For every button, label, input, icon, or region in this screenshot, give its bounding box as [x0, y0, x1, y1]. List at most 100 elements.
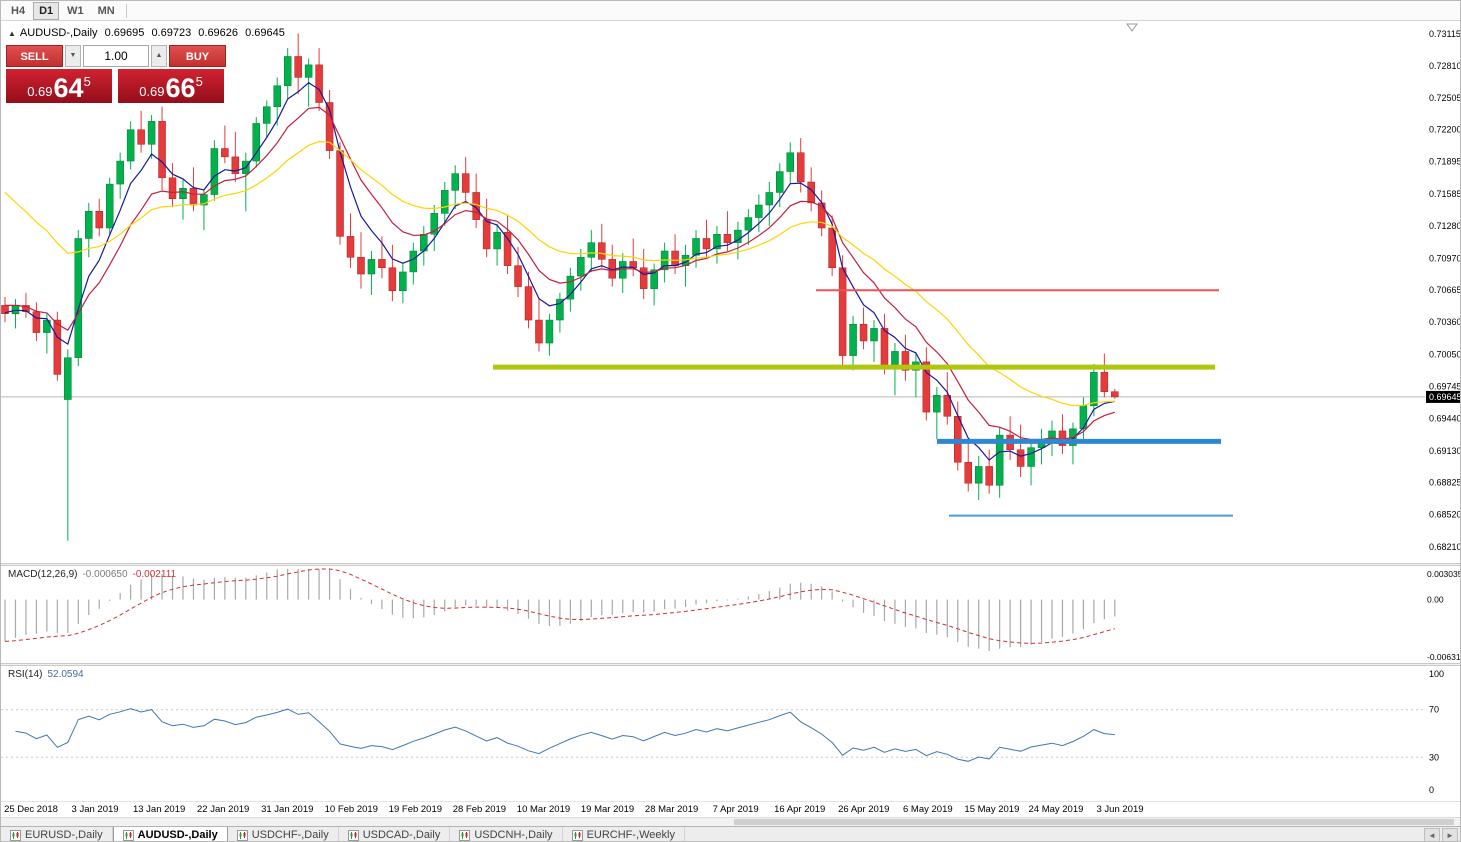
chart-tabs: EURUSD-,Daily AUDUSD-,Daily USDCHF-,Daily U… — [1, 827, 685, 841]
horizontal-scrollbar[interactable] — [1, 817, 1460, 826]
tab-audusd[interactable]: AUDUSD-,Daily — [112, 827, 228, 841]
sell-button[interactable]: SELL — [6, 45, 63, 67]
tab-scroll-left-icon[interactable]: ◄ — [1424, 827, 1440, 841]
rsi-label: RSI(14) 52.0594 — [8, 669, 84, 680]
sell-price-pipette: 5 — [83, 74, 91, 89]
sell-price-prefix: 0.69 — [27, 84, 53, 99]
date-axis-label: 25 Dec 2018 — [4, 804, 58, 815]
current-price-badge — [1426, 390, 1460, 403]
rsi-axis-label: 100 — [1429, 669, 1444, 679]
rsi-value: 52.0594 — [47, 669, 84, 680]
chart-tabbar: EURUSD-,Daily AUDUSD-,Daily USDCHF-,Daily U… — [1, 826, 1460, 841]
price-axis-label: 0.73115 — [1429, 29, 1461, 39]
panel-resize-separator[interactable] — [1, 663, 1460, 666]
date-axis-label: 28 Feb 2019 — [452, 804, 507, 815]
macd-canvas[interactable]: 0.003035 0.00 -0.006311 — [1, 566, 1461, 663]
date-axis-label: 19 Mar 2019 — [580, 804, 635, 815]
price-axis-label: 0.68210 — [1429, 542, 1461, 552]
sell-price-box[interactable]: 0.69 64 5 — [6, 69, 112, 103]
price-axis-label: 0.68520 — [1429, 510, 1461, 520]
rsi-canvas[interactable]: 100 70 30 0 — [1, 666, 1461, 801]
price-axis-label: 0.71895 — [1429, 157, 1461, 167]
tab-eurchf[interactable]: EURCHF-,Weekly — [562, 827, 685, 841]
mini-chart-icon — [122, 829, 134, 841]
tab-label: USDCHF-,Daily — [251, 829, 329, 841]
price-axis-label: 0.69745 — [1429, 381, 1461, 391]
collapse-panel-icon[interactable]: ▲ — [8, 29, 16, 38]
date-axis-label: 15 May 2019 — [964, 804, 1020, 815]
price-axis-label: 0.69440 — [1429, 413, 1461, 423]
date-axis-label: 10 Feb 2019 — [324, 804, 378, 815]
rsi-axis-label: 30 — [1429, 752, 1439, 762]
date-axis-label: 10 Mar 2019 — [516, 804, 571, 815]
toolbar-separator — [125, 3, 127, 18]
tab-usdcad[interactable]: USDCAD-,Daily — [338, 827, 451, 841]
rsi-axis-label: 70 — [1429, 705, 1439, 715]
timeframe-mn-button[interactable]: MN — [97, 4, 115, 17]
rsi-name: RSI(14) — [8, 669, 43, 680]
tab-label: EURUSD-,Daily — [25, 829, 103, 841]
price-axis-label: 0.69130 — [1429, 446, 1461, 456]
tab-scroll-right-icon[interactable]: ► — [1442, 827, 1458, 841]
macd-main-value: -0.000650 — [82, 569, 128, 580]
ohlc-high: 0.69723 — [151, 27, 192, 39]
tab-label: USDCAD-,Daily — [362, 829, 441, 841]
volume-input[interactable] — [83, 45, 149, 67]
rsi-panel[interactable]: RSI(14) 52.0594 100 70 30 0 — [1, 666, 1461, 801]
candlesticks — [1, 33, 1119, 541]
symbol-title: AUDUSD-,Daily — [19, 27, 98, 39]
price-axis[interactable]: 0.73115 0.72810 0.72505 0.72200 0.71895 0.715… — [1429, 29, 1461, 552]
date-axis-label: 28 Mar 2019 — [644, 804, 699, 815]
price-axis-label: 0.70050 — [1429, 350, 1461, 360]
main-chart-canvas[interactable]: 0.73115 0.72810 0.72505 0.72200 0.71895 0.715… — [1, 21, 1461, 563]
main-chart-panel[interactable]: 0.73115 0.72810 0.72505 0.72200 0.71895 0.715… — [1, 21, 1461, 563]
date-axis-label: 3 Jun 2019 — [1096, 804, 1144, 815]
timeframe-d1-button[interactable]: D1 — [33, 1, 60, 20]
price-axis-label: 0.70970 — [1429, 253, 1461, 263]
macd-axis-label: -0.006311 — [1427, 652, 1461, 662]
price-axis-label: 0.72810 — [1429, 61, 1461, 71]
date-axis-label: 6 May 2019 — [903, 804, 953, 815]
tab-scroll-arrows: ◄ ► — [1424, 827, 1460, 841]
rsi-line — [15, 708, 1115, 762]
macd-name: MACD(12,26,9) — [8, 569, 78, 580]
macd-axis-label: 0.003035 — [1427, 569, 1461, 579]
current-price-badge-text: 0.69645 — [1429, 392, 1461, 402]
macd-axis-label: 0.00 — [1427, 595, 1444, 605]
ohlc-low: 0.69626 — [198, 27, 239, 39]
price-axis-label: 0.72505 — [1429, 93, 1461, 103]
price-axis-label: 0.71585 — [1429, 189, 1461, 199]
tab-usdcnh[interactable]: USDCNH-,Daily — [450, 827, 563, 841]
date-axis-label: 16 Apr 2019 — [774, 804, 826, 815]
timeframe-h4-button[interactable]: H4 — [11, 4, 26, 17]
date-axis-label: 13 Jan 2019 — [132, 804, 186, 815]
panel-resize-separator[interactable] — [1, 563, 1460, 566]
timeframe-toolbar: H4 D1 W1 MN — [1, 1, 1460, 21]
macd-label: MACD(12,26,9) -0.000650 -0.002111 — [8, 569, 176, 580]
tab-eurusd[interactable]: EURUSD-,Daily — [1, 827, 113, 841]
ohlc-close: 0.69645 — [245, 27, 285, 39]
volume-increase-button[interactable]: ▲ — [151, 45, 167, 67]
timeframe-w1-button[interactable]: W1 — [67, 4, 84, 17]
ma-22-line — [4, 140, 1115, 407]
chart-shift-marker-icon[interactable] — [1126, 23, 1138, 32]
ma-10-line — [5, 106, 1116, 441]
tab-usdchf[interactable]: USDCHF-,Daily — [227, 827, 339, 841]
buy-price-prefix: 0.69 — [139, 84, 165, 99]
buy-button[interactable]: BUY — [169, 45, 226, 67]
macd-panel[interactable]: MACD(12,26,9) -0.000650 -0.002111 0.003035… — [1, 566, 1461, 663]
date-axis-label: 26 Apr 2019 — [838, 804, 890, 815]
buy-price-pipette: 5 — [195, 74, 203, 89]
ohlc-header: ▲ AUDUSD-,Daily 0.69695 0.69723 0.69626 0… — [8, 27, 289, 39]
date-axis-label: 3 Jan 2019 — [71, 804, 119, 815]
buy-price-main: 66 — [165, 73, 196, 103]
buy-price-box[interactable]: 0.69 66 5 — [118, 69, 224, 103]
sell-price-main: 64 — [53, 73, 84, 103]
macd-signal-line — [4, 568, 1115, 644]
volume-decrease-button[interactable]: ▼ — [65, 45, 81, 67]
date-axis-label: 19 Feb 2019 — [388, 804, 443, 815]
rsi-axis-label: 0 — [1429, 785, 1434, 795]
tab-label: USDCNH-,Daily — [474, 829, 553, 841]
scrollbar-thumb[interactable] — [734, 819, 1454, 825]
